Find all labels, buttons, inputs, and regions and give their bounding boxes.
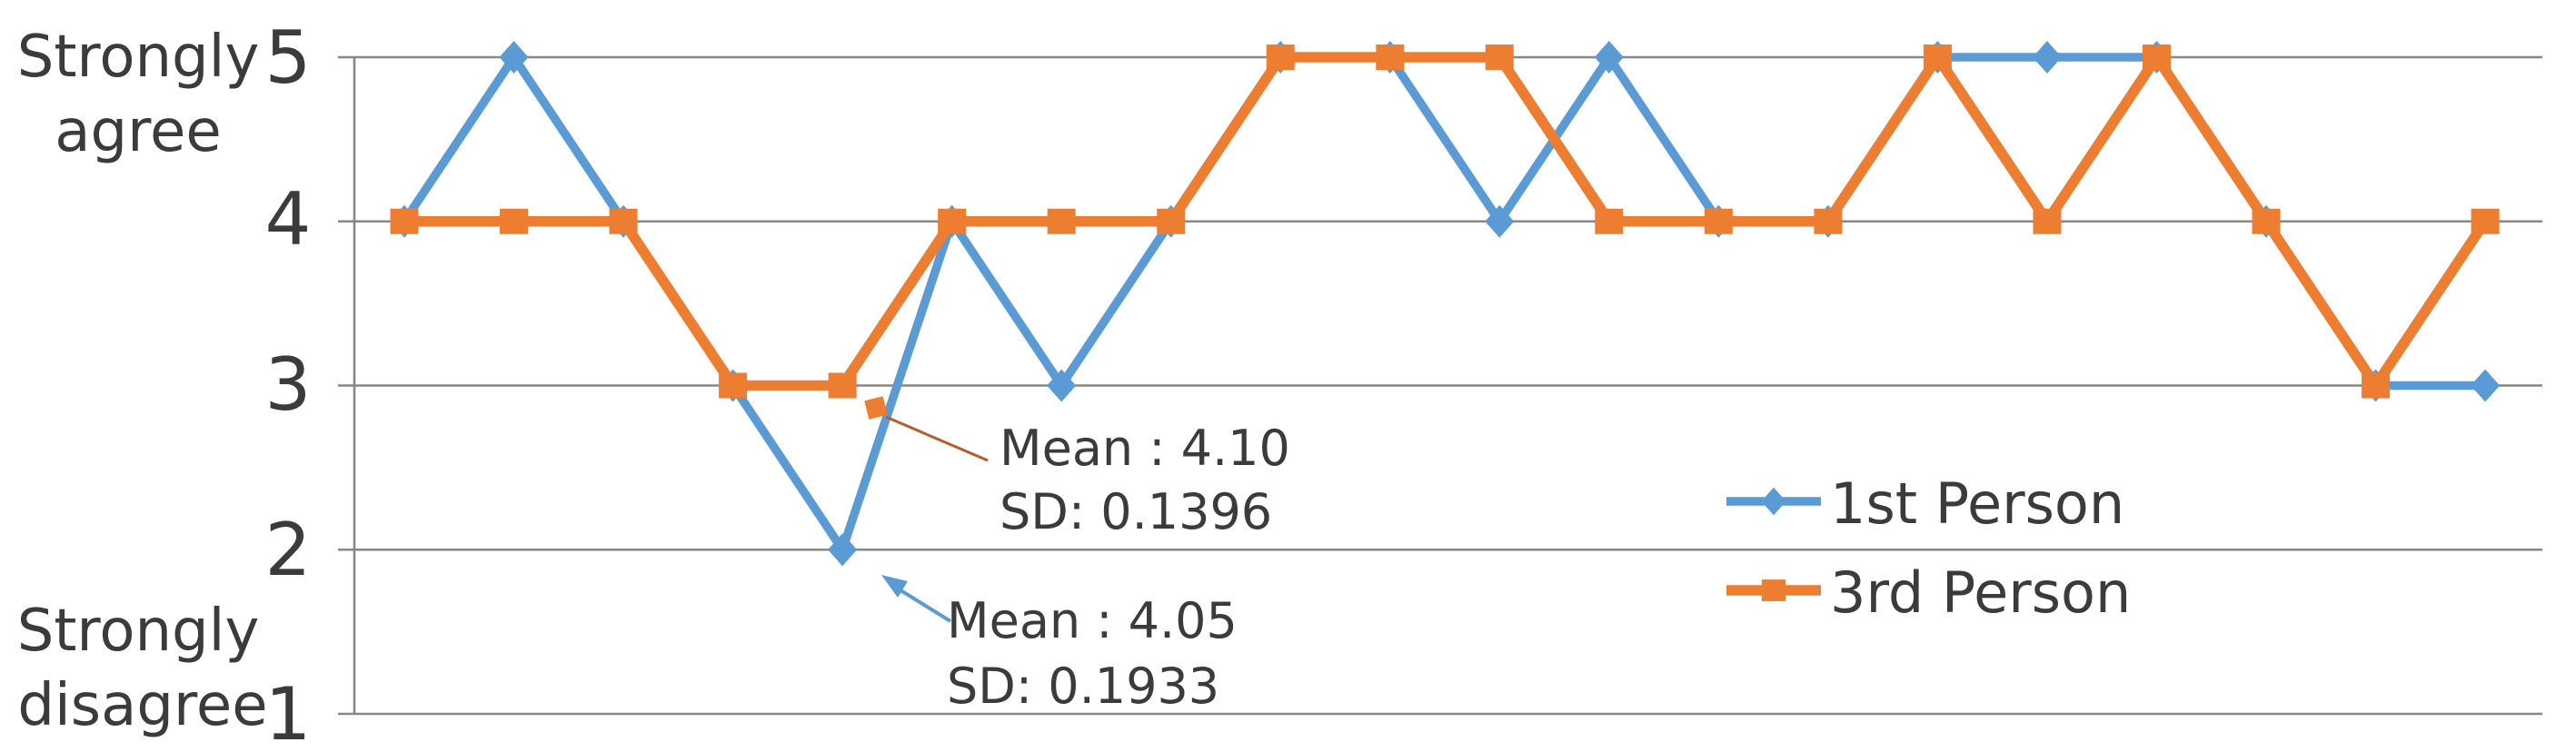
marker-1st-person-pt-20 <box>2471 369 2501 402</box>
marker-3rd-person-pt-1 <box>390 208 419 234</box>
marker-3rd-person-pt-13 <box>1704 208 1733 234</box>
series-line-1st-person <box>400 53 2490 554</box>
annotation-arrowhead-1st-person <box>881 575 908 598</box>
marker-1st-person-pt-5 <box>828 533 858 567</box>
y-axis-top-label-line2: agree <box>55 98 222 165</box>
marker-1st-person-pt-7 <box>1047 369 1077 402</box>
marker-3rd-person-pt-20 <box>2471 208 2500 234</box>
marker-3rd-person-pt-11 <box>1485 45 1514 70</box>
marker-3rd-person-pt-6 <box>938 208 967 234</box>
annotation-callout-square-3rd-person <box>864 396 888 420</box>
marker-3rd-person-pt-17 <box>2142 45 2171 70</box>
marker-3rd-person-pt-7 <box>1047 208 1076 234</box>
y-axis-bottom-label-line2: disagree <box>17 672 267 739</box>
plot-layer <box>338 41 2542 716</box>
marker-3rd-person-pt-3 <box>609 208 638 234</box>
marker-legend-3rd-person <box>1761 579 1786 601</box>
marker-3rd-person-pt-18 <box>2252 208 2281 234</box>
annotation-1st-person-mean: Mean : 4.05 <box>947 592 1238 649</box>
annotation-leader-line-1st-person <box>896 587 952 623</box>
marker-1st-person-pt-12 <box>1594 41 1624 74</box>
marker-3rd-person-pt-5 <box>828 372 857 399</box>
marker-3rd-person-pt-14 <box>1814 208 1843 234</box>
series-line-3rd-person <box>399 52 2491 391</box>
legend-label-3rd-person: 3rd Person <box>1830 559 2131 626</box>
marker-legend-1st-person <box>1761 487 1786 516</box>
marker-3rd-person-pt-16 <box>2033 208 2062 234</box>
marker-3rd-person-pt-2 <box>500 208 529 234</box>
marker-1st-person-pt-2 <box>499 41 529 74</box>
marker-3rd-person-pt-8 <box>1157 208 1186 234</box>
marker-1st-person-pt-16 <box>2032 41 2062 74</box>
y-tick-label-5: 5 <box>265 15 312 100</box>
y-axis-top-label-line1: Strongly <box>17 24 260 91</box>
annotation-1st-person-sd: SD: 0.1933 <box>947 658 1219 715</box>
y-axis-bottom-label-line1: Strongly <box>17 598 260 665</box>
marker-3rd-person-pt-12 <box>1595 208 1624 234</box>
y-tick-label-2: 2 <box>265 508 312 592</box>
annotation-leader-line-3rd-person <box>885 415 989 462</box>
y-tick-label-1: 1 <box>265 672 312 752</box>
marker-3rd-person-pt-4 <box>719 372 748 399</box>
marker-3rd-person-pt-10 <box>1376 45 1405 70</box>
annotation-3rd-person-sd: SD: 0.1396 <box>1000 483 1272 540</box>
y-tick-label-4: 4 <box>265 177 312 262</box>
y-tick-label-3: 3 <box>265 342 312 427</box>
annotation-3rd-person-mean: Mean : 4.10 <box>1000 420 1290 477</box>
marker-1st-person-pt-11 <box>1485 204 1515 238</box>
legend-label-1st-person: 1st Person <box>1830 470 2124 537</box>
marker-3rd-person-pt-9 <box>1266 45 1295 70</box>
marker-3rd-person-pt-19 <box>2362 372 2391 399</box>
marker-3rd-person-pt-15 <box>1923 45 1952 70</box>
